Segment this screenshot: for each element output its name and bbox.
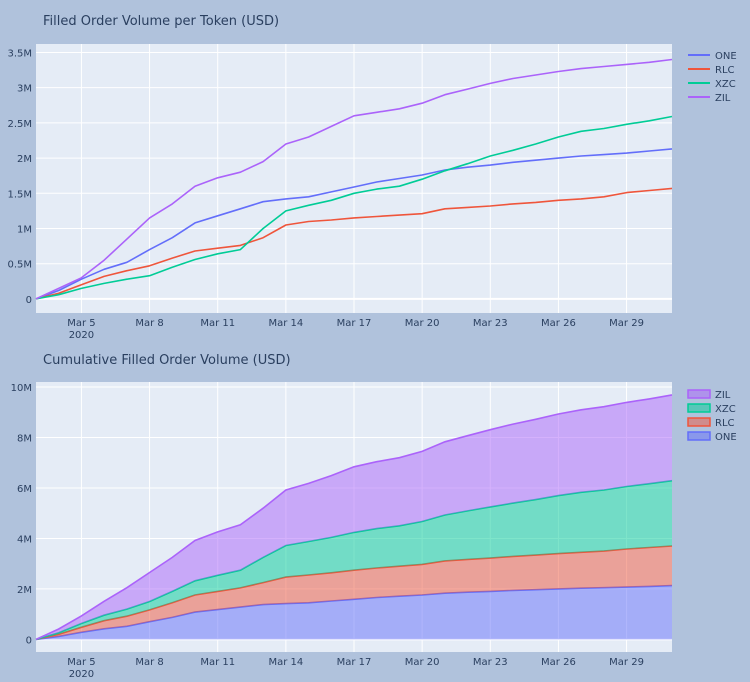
y-tick-label: 0 [26, 295, 32, 306]
x-tick-year-label: 2020 [69, 669, 94, 680]
cumulative-volume-chart: Cumulative Filled Order Volume (USD) 0 2M… [11, 353, 737, 680]
series-lines [35, 58, 673, 300]
x-tick-label: Mar 20 [405, 657, 440, 668]
legend-swatch [687, 417, 711, 427]
stacked-area-zil [36, 394, 672, 640]
series-line-rlc [35, 187, 673, 300]
y-tick-label: 3M [17, 84, 32, 95]
y-tick-label: 8M [17, 434, 32, 445]
legend-item-label: RLC [715, 418, 735, 429]
legend-item-label: XZC [715, 404, 736, 415]
y-tick-label: 0.5M [7, 260, 32, 271]
y-tick-label: 1.5M [7, 189, 32, 200]
x-tick-label: Mar 26 [541, 318, 576, 329]
legend[interactable]: ONE RLC XZC ZIL [688, 51, 737, 104]
series-line-zil [35, 58, 673, 300]
x-tick-label: Mar 17 [337, 318, 372, 329]
x-tick-year-label: 2020 [69, 330, 94, 341]
y-tick-label: 6M [17, 484, 32, 495]
y-tick-label: 4M [17, 534, 32, 545]
x-tick-label: Mar 17 [337, 657, 372, 668]
legend-item-label: RLC [715, 65, 735, 76]
legend-item-label: ONE [715, 51, 737, 62]
y-tick-label: 10M [11, 383, 32, 394]
legend[interactable]: ZIL XZC RLC ONE [687, 389, 737, 443]
stacked-areas [35, 394, 673, 641]
stacked-area-rlc [36, 546, 672, 640]
x-tick-label: Mar 11 [200, 657, 235, 668]
legend-swatch [687, 403, 711, 413]
x-tick-label: Mar 14 [268, 657, 303, 668]
legend-swatch [687, 431, 711, 441]
x-tick-label: Mar 8 [135, 318, 163, 329]
x-tick-label: Mar 29 [609, 657, 644, 668]
legend-item-label: ZIL [715, 93, 731, 104]
legend-item-label: ZIL [715, 390, 731, 401]
series-line-xzc [35, 115, 673, 300]
stacked-area-xzc [36, 480, 672, 640]
legend-item-label: ONE [715, 432, 737, 443]
x-tick-label: Mar 20 [405, 318, 440, 329]
x-tick-label: Mar 23 [473, 318, 508, 329]
y-tick-label: 2.5M [7, 119, 32, 130]
y-tick-label: 0 [26, 635, 32, 646]
x-tick-label: Mar 5 [67, 318, 95, 329]
y-tick-label: 2M [17, 154, 32, 165]
per-token-volume-chart: Filled Order Volume per Token (USD) 0 0.5… [7, 14, 736, 341]
x-tick-label: Mar 11 [200, 318, 235, 329]
x-tick-label: Mar 29 [609, 318, 644, 329]
y-tick-label: 1M [17, 224, 32, 235]
y-tick-label: 3.5M [7, 48, 32, 59]
legend-swatch [687, 389, 711, 399]
y-axis: 0 2M 4M 6M 8M 10M [11, 383, 32, 646]
chart-title: Filled Order Volume per Token (USD) [43, 14, 279, 29]
stacked-area-edge-zil [35, 394, 673, 641]
x-tick-label: Mar 5 [67, 657, 95, 668]
x-tick-label: Mar 26 [541, 657, 576, 668]
y-axis: 0 0.5M 1M 1.5M 2M 2.5M 3M 3.5M [7, 48, 32, 305]
stacked-area-one [36, 585, 672, 640]
series-line-one [35, 148, 673, 300]
legend-item-label: XZC [715, 79, 736, 90]
x-tick-label: Mar 8 [135, 657, 163, 668]
y-tick-label: 2M [17, 585, 32, 596]
chart-title: Cumulative Filled Order Volume (USD) [43, 353, 291, 368]
x-tick-label: Mar 23 [473, 657, 508, 668]
x-tick-label: Mar 14 [268, 318, 303, 329]
